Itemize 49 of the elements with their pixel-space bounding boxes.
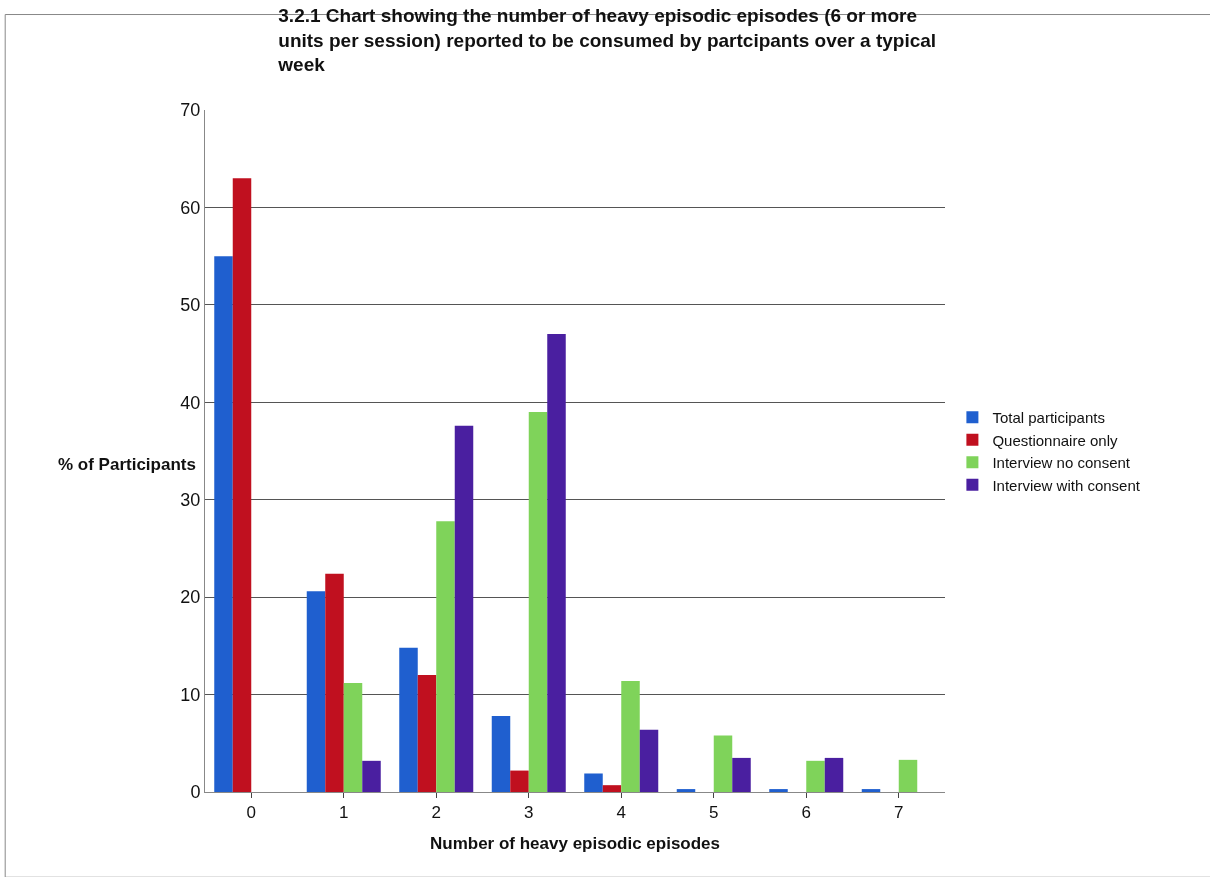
x-tick-label: 5	[709, 803, 719, 823]
x-tick-label: 2	[431, 803, 441, 823]
y-tick-label: 70	[180, 100, 201, 121]
x-tick-label: 3	[524, 803, 534, 823]
x-tick-label: 7	[894, 803, 904, 823]
bar	[214, 256, 233, 792]
bar	[861, 789, 881, 792]
x-tick-label: 6	[801, 803, 811, 823]
x-tick-label: 4	[616, 803, 626, 823]
legend-label: Questionnaire only	[992, 431, 1118, 449]
bar	[584, 773, 603, 792]
bar	[362, 760, 381, 792]
bar	[454, 425, 474, 792]
bar	[528, 412, 548, 792]
y-tick-label: 0	[190, 782, 201, 803]
chart-title: 3.2.1 Chart showing the number of heavy episodic episodes (6 or more units per session) reported to be consumed by partcipants over a typical week	[277, 4, 937, 76]
bar	[399, 647, 418, 792]
bar	[769, 789, 788, 792]
bar	[824, 757, 844, 792]
x-tick-label: 0	[246, 803, 256, 823]
bar	[713, 735, 733, 792]
y-tick-label: 60	[180, 197, 201, 218]
bar	[491, 716, 511, 792]
bar	[732, 757, 751, 792]
bar	[806, 760, 825, 792]
y-tick-label: 20	[180, 587, 201, 608]
y-tick-label: 50	[180, 295, 201, 316]
bar	[436, 521, 455, 792]
bar	[325, 573, 344, 792]
bar	[232, 178, 252, 792]
y-tick-label: 10	[180, 684, 201, 705]
y-axis-title: % of Participants	[58, 455, 196, 474]
legend-label: Interview with consent	[992, 476, 1141, 494]
legend-label: Total participants	[992, 409, 1105, 427]
bar	[306, 591, 326, 792]
bar	[676, 789, 696, 792]
bar	[510, 770, 529, 792]
bar	[621, 680, 640, 792]
bar	[417, 675, 437, 792]
bar	[547, 334, 566, 792]
bar	[898, 759, 918, 792]
y-tick-label: 30	[180, 490, 201, 511]
y-tick-label: 40	[180, 392, 201, 413]
bar	[639, 729, 659, 792]
x-axis-title: Number of heavy episodic episodes	[429, 833, 721, 853]
bar	[343, 682, 363, 792]
legend-label: Interview no consent	[992, 454, 1131, 472]
x-tick-label: 1	[339, 803, 349, 823]
bar	[602, 785, 622, 792]
